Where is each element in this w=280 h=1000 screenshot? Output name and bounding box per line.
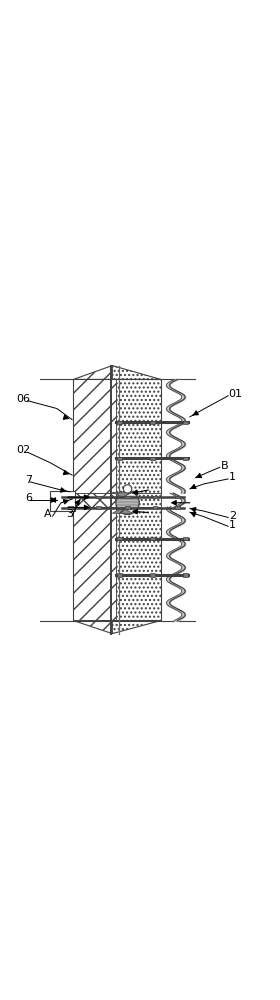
Bar bbox=[150, 573, 155, 577]
Text: 06: 06 bbox=[17, 394, 31, 404]
Text: 3: 3 bbox=[67, 509, 74, 519]
Bar bbox=[73, 507, 116, 621]
Polygon shape bbox=[73, 621, 112, 634]
Bar bbox=[150, 537, 155, 540]
Bar bbox=[175, 496, 180, 498]
Polygon shape bbox=[112, 492, 133, 497]
Text: B: B bbox=[220, 461, 228, 471]
Text: A: A bbox=[44, 509, 52, 519]
Text: 01: 01 bbox=[229, 389, 243, 399]
Polygon shape bbox=[112, 508, 133, 513]
Bar bbox=[125, 496, 130, 498]
Circle shape bbox=[123, 485, 132, 493]
Text: 02: 02 bbox=[17, 445, 31, 455]
Bar bbox=[96, 496, 101, 498]
Bar bbox=[183, 537, 188, 540]
Bar bbox=[69, 496, 73, 498]
Bar bbox=[150, 457, 155, 460]
Bar bbox=[116, 507, 161, 621]
Circle shape bbox=[116, 491, 139, 514]
Bar bbox=[183, 421, 188, 424]
Bar bbox=[117, 421, 122, 424]
Bar bbox=[175, 506, 180, 509]
Polygon shape bbox=[73, 366, 112, 379]
Text: 7: 7 bbox=[25, 475, 32, 485]
Bar bbox=[69, 506, 73, 509]
Bar bbox=[153, 506, 157, 509]
Bar bbox=[125, 506, 130, 509]
Bar bbox=[117, 537, 122, 540]
Bar bbox=[116, 379, 161, 493]
Bar bbox=[183, 573, 188, 577]
Polygon shape bbox=[112, 366, 161, 379]
Bar bbox=[73, 379, 116, 493]
Text: 2: 2 bbox=[229, 511, 236, 521]
Bar bbox=[117, 457, 122, 460]
Bar bbox=[183, 457, 188, 460]
Bar bbox=[153, 496, 157, 498]
Polygon shape bbox=[112, 621, 161, 634]
Text: 6: 6 bbox=[25, 493, 32, 503]
Bar bbox=[116, 493, 161, 507]
Bar bbox=[96, 506, 101, 509]
Bar bbox=[150, 421, 155, 424]
Text: 1: 1 bbox=[229, 520, 236, 530]
Text: 1: 1 bbox=[229, 472, 236, 482]
Bar bbox=[73, 493, 116, 507]
Bar bbox=[50, 491, 75, 511]
Bar bbox=[117, 573, 122, 577]
